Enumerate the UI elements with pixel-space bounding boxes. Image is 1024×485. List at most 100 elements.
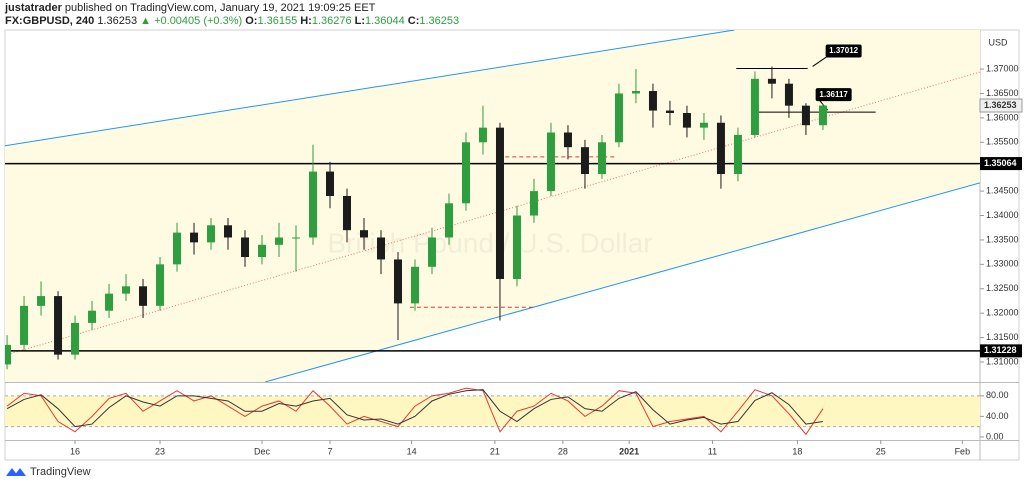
y-tick-label: 1.34000 [986, 210, 1019, 220]
y-tick-label: 1.32000 [986, 308, 1019, 318]
y-tick-label: 1.35500 [986, 137, 1019, 147]
candle-body [410, 266, 419, 304]
y-tick-label: 1.36000 [986, 112, 1019, 122]
osc-band [5, 395, 980, 427]
ohlc-label: C: [407, 15, 420, 27]
candle-body [173, 232, 182, 265]
candle-body [105, 293, 114, 311]
price-line-tag [980, 157, 1022, 171]
candle-body [665, 110, 674, 113]
candle-body [767, 78, 776, 84]
candle-body [750, 78, 759, 135]
y-tick-label: 1.33000 [986, 259, 1019, 269]
oscillator-pane [5, 387, 980, 436]
x-tick-label: 28 [558, 446, 568, 456]
y-tick-label: 1.31000 [986, 356, 1019, 366]
x-tick-label: 16 [70, 446, 80, 456]
osc-y-tick-label: 0.00 [986, 431, 1004, 441]
x-tick-label: 7 [327, 446, 332, 456]
published: published on TradingView.com, January 19… [64, 2, 376, 14]
candle-body [444, 203, 453, 238]
osc-line [6, 389, 824, 428]
trend-line [5, 30, 735, 147]
ohlc-label: H: [300, 15, 312, 27]
candle-body [359, 230, 368, 238]
candle-body [20, 305, 29, 345]
candle-body [275, 237, 284, 245]
callout-box [825, 44, 862, 58]
candle-body [37, 296, 46, 306]
channel-fill [5, 30, 980, 382]
x-tick-label: 11 [708, 446, 717, 456]
x-tick-label: 23 [155, 446, 165, 456]
y-tick-label: 1.37000 [986, 63, 1019, 73]
candle-body [801, 105, 810, 126]
candle-body [71, 322, 80, 355]
candle-body [648, 91, 657, 111]
candle-body [427, 237, 436, 267]
candle-body [784, 83, 793, 106]
candle-body [156, 264, 165, 306]
y-tick-label: 1.33500 [986, 234, 1019, 244]
candle-body [597, 142, 606, 175]
candle-body [224, 225, 233, 238]
candle-body [733, 134, 742, 175]
osc-y-tick-label: 80.00 [986, 390, 1009, 400]
ohlc-value: 1.36253 [419, 15, 460, 27]
candle-body [342, 195, 351, 231]
x-tick-label: 25 [876, 446, 886, 456]
x-tick-label: 21 [490, 446, 500, 456]
price-line-label: 1.35064 [984, 158, 1017, 168]
callout-pointer [812, 55, 829, 67]
osc-line [6, 387, 824, 436]
callout-box [815, 88, 852, 102]
header-line2: FX:GBPUSD, 240 1.36253 ▲ +0.00405 (+0.3%… [5, 15, 462, 28]
y-tick-label: 1.31500 [986, 332, 1019, 342]
last-price-label: 1.36253 [984, 100, 1017, 110]
ohlc-value: 1.36044 [365, 15, 405, 27]
candle-body [376, 237, 385, 260]
candle-body [631, 91, 640, 94]
candle-body [716, 122, 725, 175]
last: 1.36253 [97, 15, 138, 27]
ohlc-value: 1.36276 [311, 15, 352, 27]
candle-body [682, 112, 691, 128]
watermark: British Pound / U.S. Dollar [327, 227, 652, 258]
candle-body [122, 286, 131, 294]
candle-body [495, 127, 504, 279]
candle-body [139, 286, 148, 306]
candle-body [512, 215, 521, 279]
candle-body [207, 225, 216, 243]
candle-body [818, 105, 827, 126]
x-tick-label: 2021 [619, 446, 639, 456]
main-pane: British Pound / U.S. Dollar 1.37012 1.3611… [5, 30, 980, 382]
y-tick-label: 1.34500 [986, 185, 1019, 195]
candle-body [529, 191, 538, 216]
currency: USD [988, 37, 1008, 47]
change-value: +0.00405 (+0.3%) [154, 15, 243, 27]
candle-body [88, 310, 97, 323]
candle-body [190, 232, 199, 243]
x-tick-label: 14 [407, 446, 417, 456]
logo [6, 468, 26, 476]
callout-label: 1.36117 [819, 90, 848, 99]
candle-body [580, 147, 589, 175]
osc-y-tick-label: 40.00 [986, 411, 1009, 421]
last-price-tag [979, 98, 1023, 113]
trend-line [5, 71, 980, 356]
x-tick-label: 18 [792, 446, 802, 456]
axes: 1.31000 1.31500 1.32000 1.32500 1.33000 1.335… [70, 63, 1023, 456]
header: justatrader published on TradingView.com… [5, 2, 462, 28]
ohlc-label: L: [354, 15, 365, 27]
candle-body [241, 237, 250, 258]
ohlc-label: O: [245, 15, 258, 27]
candle-body [461, 142, 470, 204]
candle-body [309, 171, 318, 238]
x-tick-label: Dec [254, 446, 271, 456]
callout-label: 1.37012 [829, 46, 858, 55]
brand: TradingView [30, 466, 91, 478]
candle-body [393, 259, 402, 304]
price-line-label: 1.31228 [984, 345, 1017, 355]
candle-body [54, 296, 63, 355]
